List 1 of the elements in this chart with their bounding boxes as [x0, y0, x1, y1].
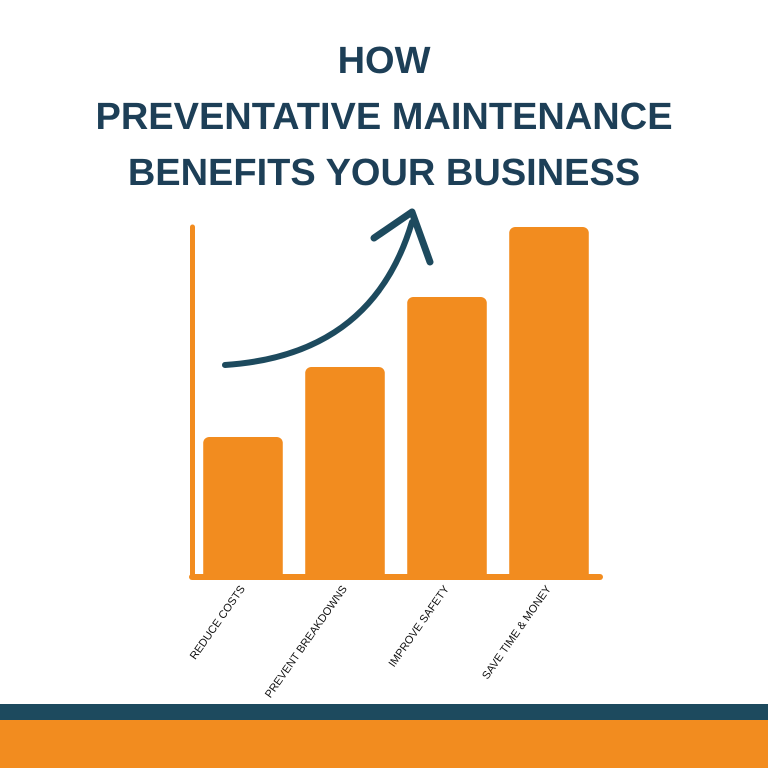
chart-title: HOW PREVENTATIVE MAINTENANCE BENEFITS YOUR BUSINESS: [95, 40, 673, 194]
